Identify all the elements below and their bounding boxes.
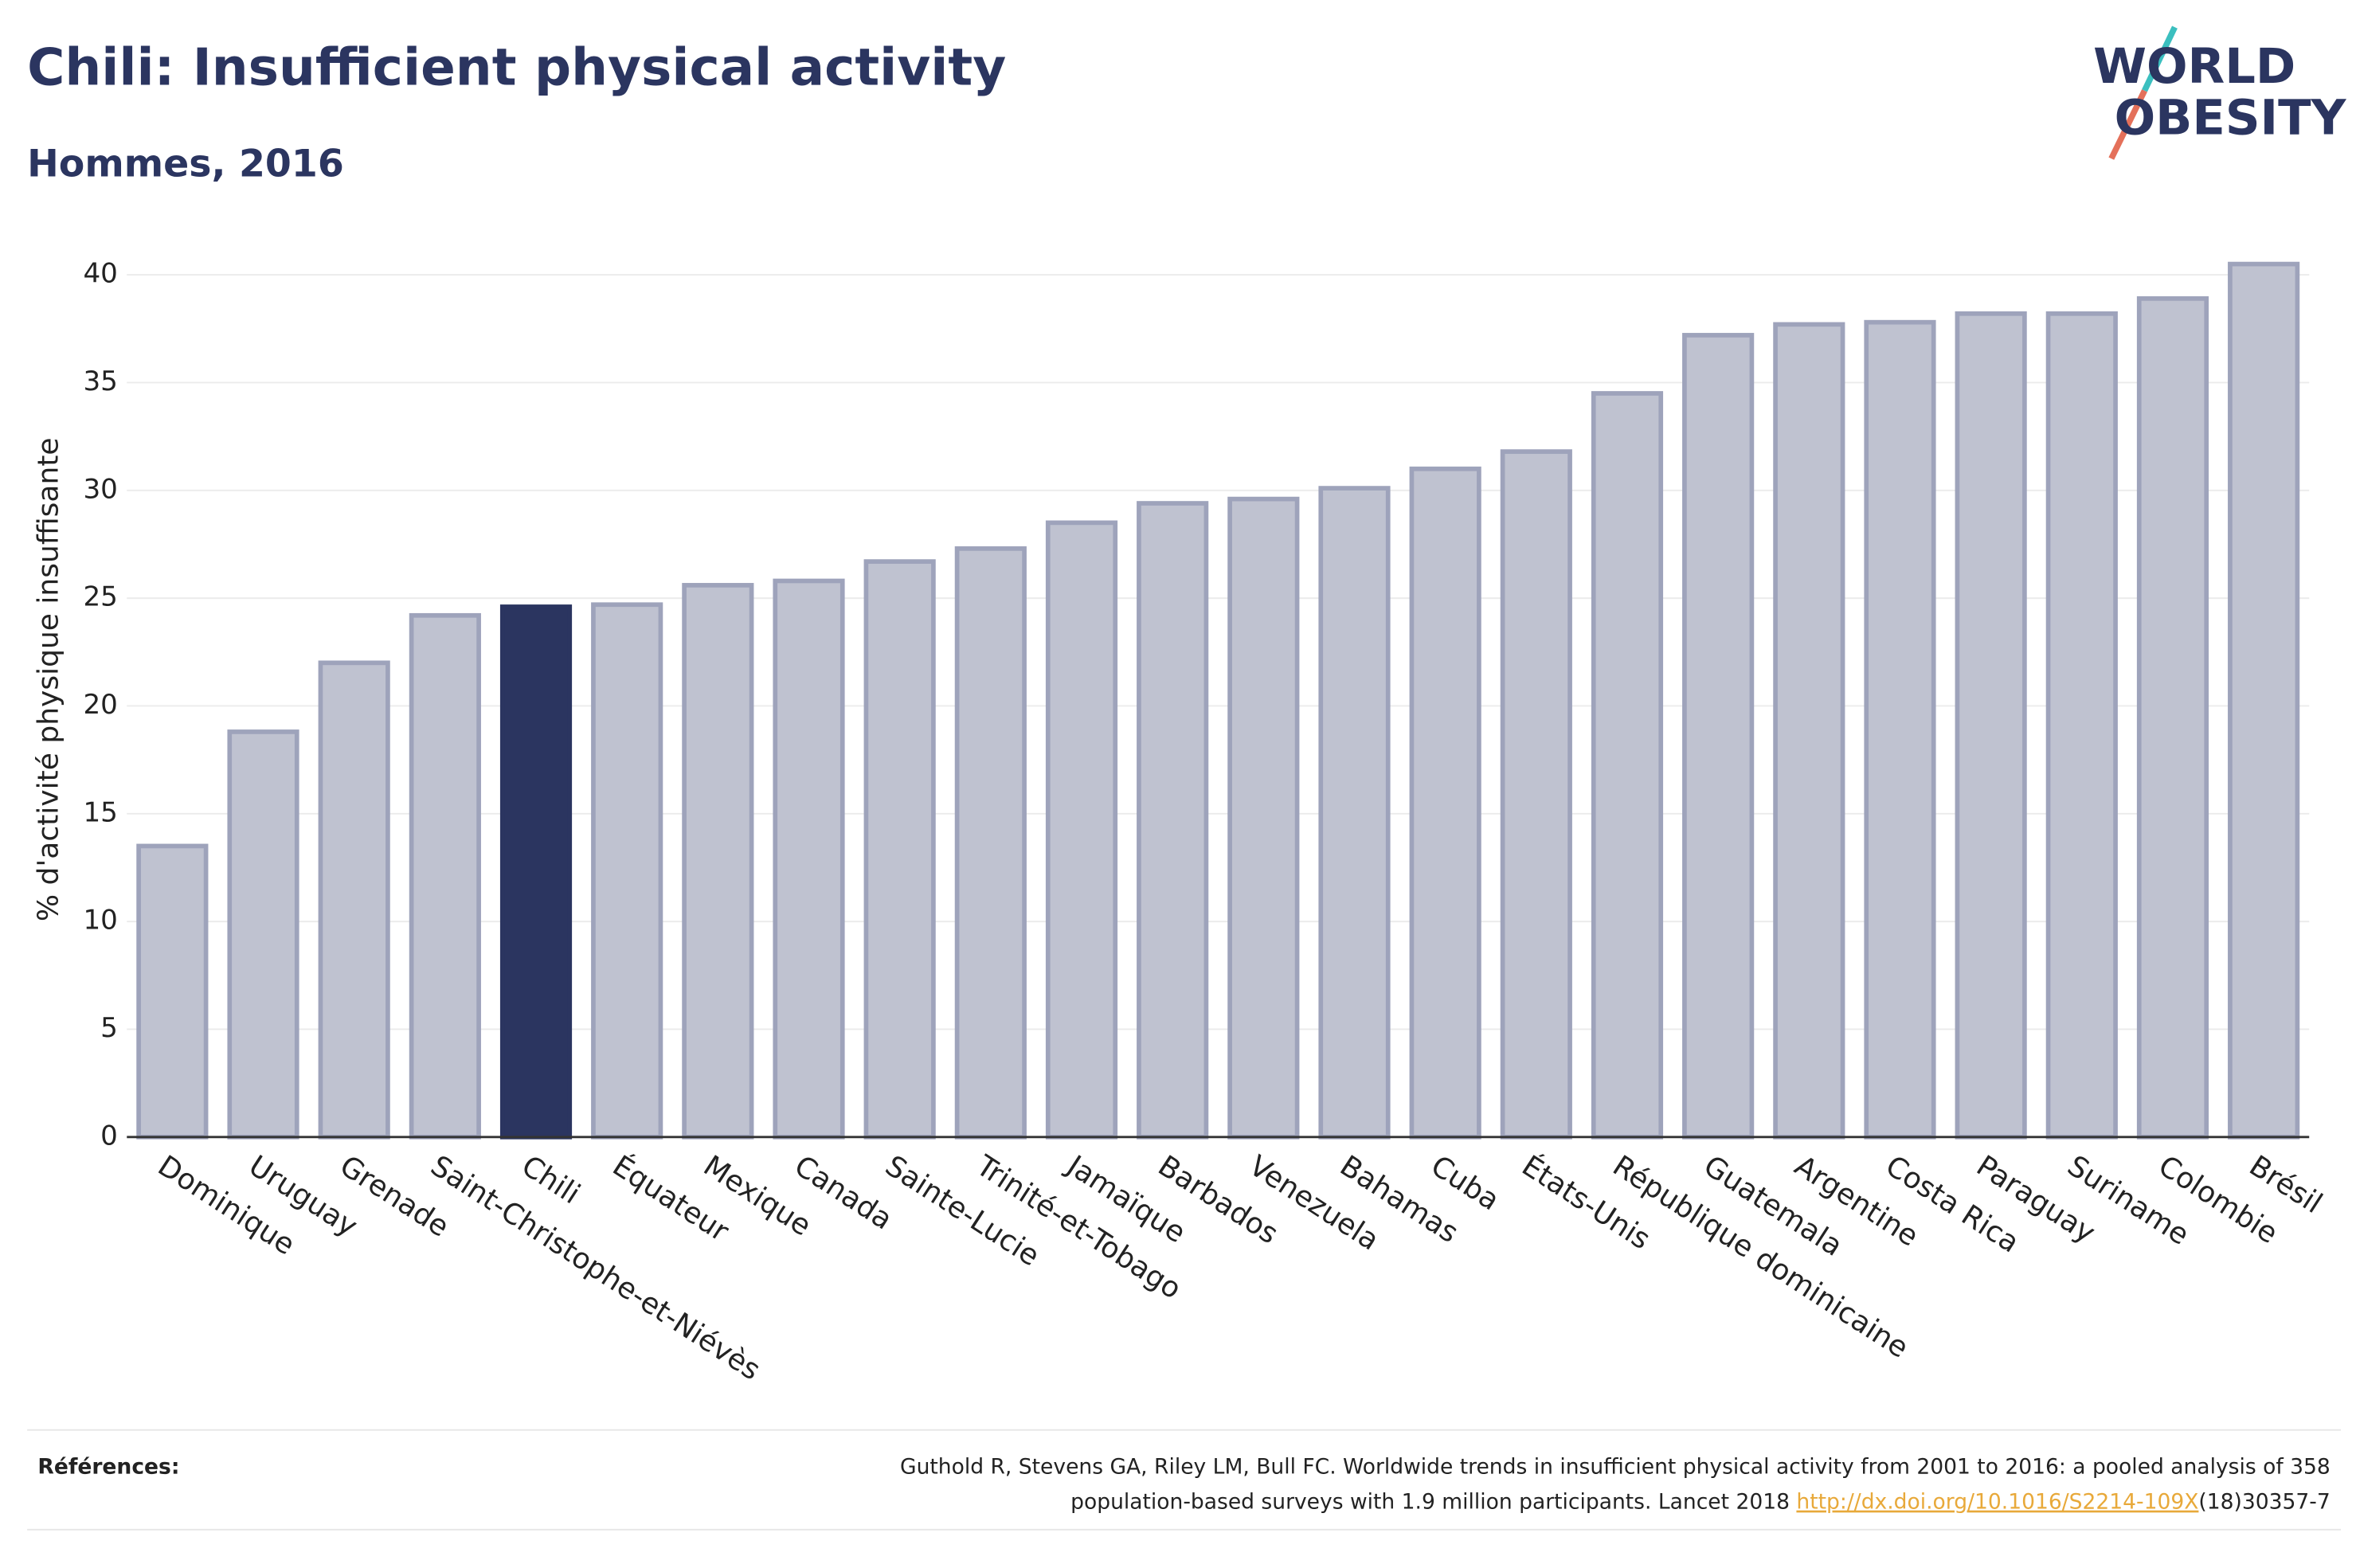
logo-text: WORLD <box>2093 39 2295 95</box>
bar <box>1500 449 1572 1140</box>
x-tick-label: Sainte-Lucie <box>879 1149 1045 1273</box>
y-tick-label: 15 <box>83 796 117 828</box>
reference-text: population-based surveys with 1.9 millio… <box>1070 1489 1796 1514</box>
bar <box>1318 486 1391 1140</box>
reference-text: population-based surveys with 1.9 millio… <box>1070 1489 2331 1514</box>
reference-text: Guthold R, Stevens GA, Riley LM, Bull FC… <box>900 1455 2331 1480</box>
bar <box>682 583 754 1140</box>
bar <box>954 546 1027 1140</box>
bar <box>1409 466 1481 1140</box>
bar <box>591 602 663 1140</box>
chart-subtitle: Hommes, 2016 <box>27 143 344 186</box>
bar <box>1773 322 1845 1140</box>
chart-title: Chili: Insufficient physical activity <box>27 38 1006 98</box>
logo-stroke <box>2108 89 2147 160</box>
y-tick-label: 0 <box>100 1120 118 1152</box>
logo-stroke <box>2142 25 2178 92</box>
bar <box>1682 333 1755 1140</box>
bar <box>499 604 573 1140</box>
reference-text: (18)30357-7 <box>2198 1489 2330 1514</box>
y-tick-label: 25 <box>83 581 117 613</box>
bar <box>1955 311 2027 1140</box>
y-tick-label: 35 <box>83 366 117 397</box>
bar <box>409 612 481 1140</box>
y-tick-label: 5 <box>100 1012 118 1044</box>
bar <box>1227 496 1300 1140</box>
bar <box>2228 261 2300 1140</box>
y-tick-label: 40 <box>83 258 117 290</box>
bar <box>227 729 299 1140</box>
bar <box>863 559 936 1140</box>
bar <box>2045 311 2118 1140</box>
bar <box>1591 391 1664 1140</box>
y-axis-label: % d'activité physique insuffisante <box>33 437 65 921</box>
y-tick-label: 30 <box>83 473 117 505</box>
bar <box>773 578 845 1140</box>
bar <box>2136 296 2209 1140</box>
bar <box>1137 501 1209 1140</box>
logo-text: OBESITY <box>2115 90 2347 146</box>
bar <box>136 843 209 1140</box>
bar <box>1864 319 1936 1140</box>
references-label: Références: <box>37 1455 179 1480</box>
reference-link[interactable]: http://dx.doi.org/10.1016/S2214-109X <box>1796 1489 2198 1514</box>
bar <box>318 660 390 1140</box>
bar <box>1045 520 1118 1140</box>
y-tick-label: 20 <box>83 689 117 721</box>
x-tick-label: Chili <box>515 1149 585 1210</box>
y-tick-label: 10 <box>83 905 117 936</box>
